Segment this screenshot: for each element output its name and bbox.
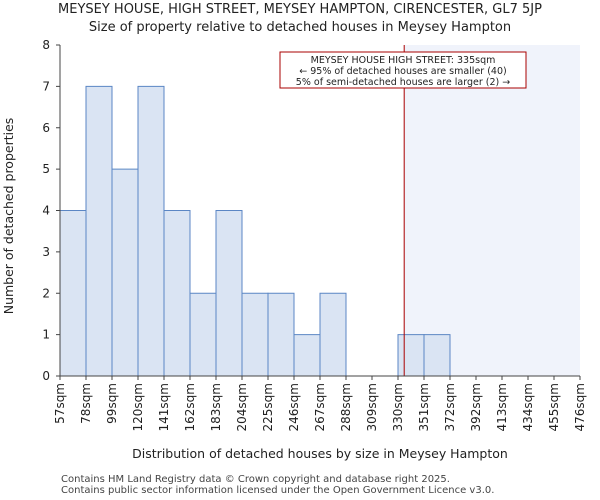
histogram-bar-141sqm <box>163 210 191 377</box>
histogram-bar-330sqm <box>397 334 425 377</box>
x-tick-label: 57sqm <box>53 383 67 424</box>
x-tick-label: 392sqm <box>469 383 483 431</box>
y-tick-label: 7 <box>42 79 50 93</box>
annotation-line-3: 5% of semi-detached houses are larger (2… <box>296 77 510 88</box>
footer-line-2: Contains public sector information licen… <box>61 485 495 496</box>
x-tick-label: 434sqm <box>521 383 535 431</box>
x-tick-label: 204sqm <box>235 383 249 431</box>
histogram-bar-246sqm <box>293 334 321 377</box>
x-tick-label: 372sqm <box>443 383 457 431</box>
y-tick-label: 1 <box>42 328 50 342</box>
y-axis-label: Number of detached properties <box>1 118 16 315</box>
x-tick-label: 141sqm <box>157 383 171 431</box>
histogram-bar-99sqm <box>111 168 139 377</box>
annotation-frame <box>279 51 527 89</box>
histogram-bar-225sqm <box>267 292 295 377</box>
histogram-bar-351sqm <box>423 334 451 377</box>
chart-subtitle: Size of property relative to detached ho… <box>88 20 512 35</box>
annotation-line-1: MEYSEY HOUSE HIGH STREET: 335sqm <box>311 55 496 66</box>
y-tick-label: 0 <box>42 369 50 383</box>
y-tick-label: 2 <box>42 286 50 300</box>
annotation-line-2: ← 95% of detached houses are smaller (40… <box>299 66 506 77</box>
x-tick-label: 99sqm <box>105 383 119 424</box>
histogram-bar-162sqm <box>189 292 217 377</box>
x-tick-label: 225sqm <box>261 383 275 431</box>
histogram-bar-204sqm <box>241 292 269 377</box>
y-tick-label: 4 <box>42 204 50 218</box>
x-tick-label: 183sqm <box>209 383 223 431</box>
x-tick-label: 120sqm <box>131 383 145 431</box>
highlight-region <box>404 45 580 376</box>
histogram-bar-78sqm <box>85 85 113 377</box>
x-tick-label: 309sqm <box>365 383 379 431</box>
x-tick-label: 267sqm <box>313 383 327 431</box>
annotation-box: MEYSEY HOUSE HIGH STREET: 335sqm← 95% of… <box>279 51 527 89</box>
histogram-bar-183sqm <box>215 210 243 377</box>
histogram-bar-57sqm <box>59 210 87 377</box>
histogram-bar-267sqm <box>319 292 347 377</box>
histogram-bar-120sqm <box>137 85 165 377</box>
x-tick-label: 162sqm <box>183 383 197 431</box>
y-tick-label: 6 <box>42 121 50 135</box>
y-tick-label: 8 <box>42 38 50 52</box>
chart-title: MEYSEY HOUSE, HIGH STREET, MEYSEY HAMPTO… <box>58 2 542 17</box>
x-tick-label: 413sqm <box>495 383 509 431</box>
x-tick-label: 246sqm <box>287 383 301 431</box>
x-tick-label: 330sqm <box>391 383 405 431</box>
y-tick-label: 3 <box>42 245 50 259</box>
x-tick-label: 288sqm <box>339 383 353 431</box>
x-tick-label: 351sqm <box>417 383 431 431</box>
y-tick-label: 5 <box>42 162 50 176</box>
x-tick-label: 455sqm <box>547 383 561 431</box>
x-tick-label: 476sqm <box>573 383 587 431</box>
x-axis-label: Distribution of detached houses by size … <box>132 446 508 461</box>
footer-line-1: Contains HM Land Registry data © Crown c… <box>61 474 450 485</box>
x-tick-label: 78sqm <box>79 383 93 424</box>
